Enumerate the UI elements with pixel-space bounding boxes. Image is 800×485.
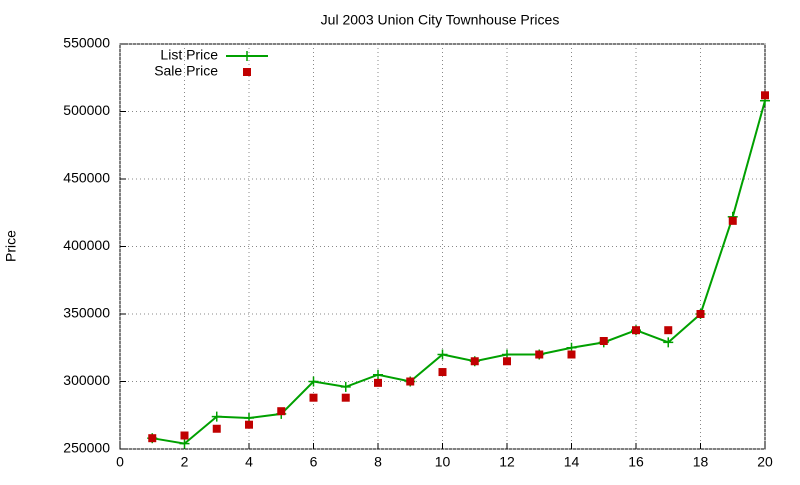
point — [373, 369, 383, 380]
point — [308, 376, 319, 387]
y-tick-label: 350000 — [63, 305, 110, 321]
point — [180, 431, 189, 440]
point — [632, 326, 640, 335]
x-tick-label: 16 — [628, 454, 644, 470]
x-tick-label: 10 — [435, 454, 451, 470]
point — [179, 438, 190, 449]
x-tick-label: 14 — [564, 454, 580, 470]
point — [277, 407, 286, 416]
point — [340, 381, 351, 392]
x-tick-label: 6 — [310, 454, 318, 470]
x-tick-label: 2 — [181, 454, 189, 470]
point — [696, 310, 705, 318]
point — [664, 326, 673, 335]
legend-swatch — [243, 68, 251, 76]
y-tick-label: 500000 — [63, 102, 110, 118]
chart-title: Jul 2003 Union City Townhouse Prices — [321, 12, 560, 28]
x-tick-label: 4 — [245, 454, 253, 470]
x-tick-label: 20 — [757, 454, 773, 470]
y-tick-label: 550000 — [63, 35, 110, 51]
y-tick-label: 250000 — [63, 440, 110, 456]
point — [470, 357, 479, 366]
point — [761, 91, 769, 100]
legend-label: Sale Price — [154, 63, 218, 79]
point — [599, 337, 608, 345]
point — [663, 337, 674, 348]
point — [406, 377, 415, 386]
series-line — [152, 100, 766, 445]
point — [211, 411, 222, 422]
x-tick-label: 12 — [499, 454, 515, 470]
point — [148, 434, 157, 443]
legend-label: List Price — [160, 47, 218, 63]
point — [341, 393, 350, 402]
y-tick-label: 450000 — [63, 170, 110, 186]
point — [503, 357, 511, 366]
y-tick-label: 300000 — [63, 372, 110, 388]
point — [437, 349, 448, 360]
x-tick-label: 8 — [374, 454, 382, 470]
point — [567, 350, 576, 359]
x-tick-label: 18 — [693, 454, 709, 470]
x-tick-label: 0 — [116, 454, 124, 470]
y-axis-label: Price — [3, 230, 19, 262]
point — [535, 350, 544, 359]
point — [309, 393, 318, 402]
legend-marker — [242, 51, 252, 61]
point — [438, 368, 447, 377]
point — [212, 424, 221, 433]
point — [728, 216, 737, 225]
point — [245, 420, 253, 429]
y-tick-label: 400000 — [63, 237, 110, 253]
point — [374, 378, 382, 387]
